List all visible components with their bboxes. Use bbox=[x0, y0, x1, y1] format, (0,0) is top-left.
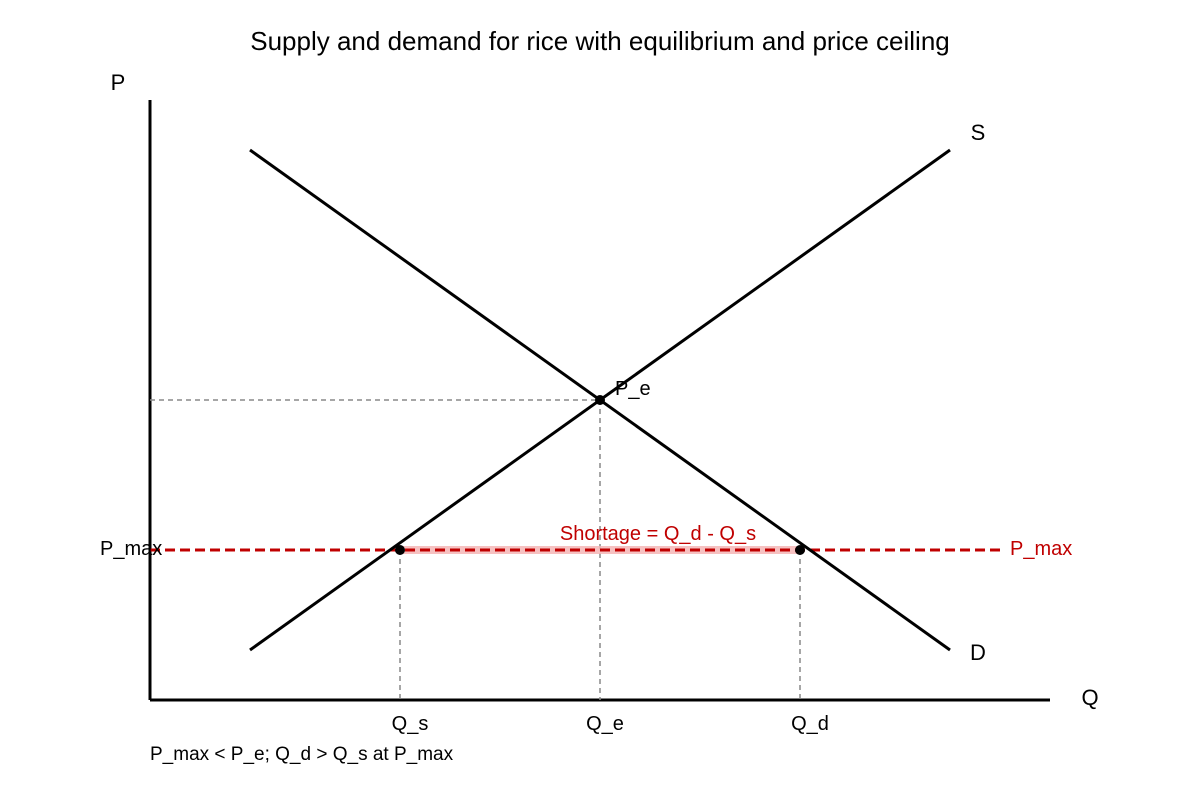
equilibrium-point bbox=[595, 395, 605, 405]
shortage-label: Shortage = Q_d - Q_s bbox=[560, 523, 756, 545]
demand-label: D bbox=[970, 640, 986, 665]
ceiling-left-label: P_max bbox=[100, 538, 162, 560]
qs-point bbox=[395, 545, 405, 555]
y-axis-label: P bbox=[111, 70, 126, 95]
x-axis-label: Q bbox=[1081, 685, 1098, 710]
qd-point bbox=[795, 545, 805, 555]
supply-label: S bbox=[971, 120, 986, 145]
ceiling-right-label: P_max bbox=[1010, 538, 1072, 560]
qd-tick-label: Q_d bbox=[791, 713, 829, 735]
qs-tick-label: Q_s bbox=[392, 713, 429, 735]
qe-tick-label: Q_e bbox=[586, 713, 624, 735]
equilibrium-price-label: P_e bbox=[615, 378, 651, 400]
footnote: P_max < P_e; Q_d > Q_s at P_max bbox=[150, 744, 454, 765]
diagram-title: Supply and demand for rice with equilibr… bbox=[250, 26, 950, 56]
